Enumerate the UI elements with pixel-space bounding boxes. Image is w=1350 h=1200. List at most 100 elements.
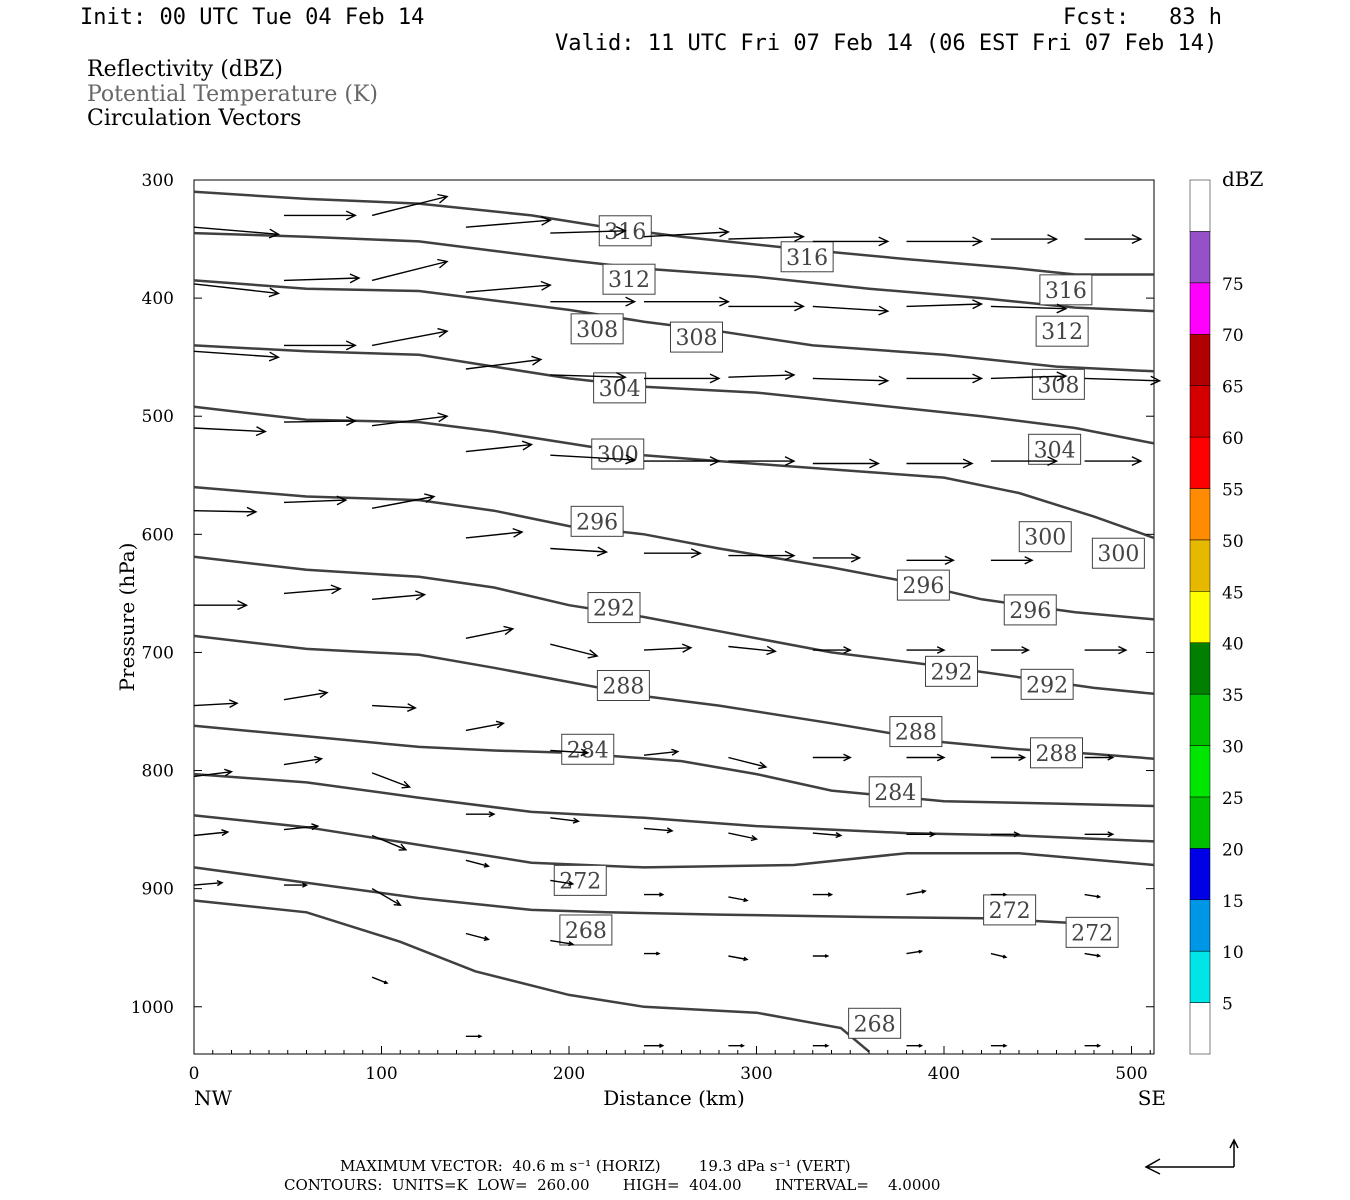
circulation-vector — [193, 426, 267, 437]
y-tick-label: 1000 — [131, 998, 174, 1018]
y-tick-label: 900 — [142, 880, 174, 900]
field-theta: Potential Temperature (K) — [87, 82, 378, 107]
contour-label: 268 — [854, 1012, 896, 1037]
x-tick-label: 0 — [189, 1064, 200, 1084]
contour-label: 272 — [989, 899, 1031, 924]
circulation-vector — [728, 756, 768, 770]
circulation-vector — [644, 951, 661, 956]
circulation-vector — [644, 456, 721, 467]
circulation-vector — [906, 949, 924, 955]
circulation-vector — [465, 932, 490, 941]
circulation-vector — [465, 720, 505, 732]
circulation-vector — [906, 555, 956, 566]
circulation-vector — [990, 1043, 1008, 1048]
contour-label: 288 — [1036, 742, 1078, 767]
circulation-vector — [906, 299, 984, 310]
contour-label-box — [1065, 916, 1119, 948]
colorbar-label: 40 — [1222, 635, 1244, 655]
circulation-vector — [193, 283, 281, 298]
circulation-vector — [990, 371, 1068, 382]
circulation-vector — [906, 831, 937, 838]
circulation-vector — [643, 748, 680, 756]
colorbar-label: 55 — [1222, 480, 1244, 500]
contour-label: 292 — [593, 597, 635, 622]
reference-vector — [1144, 1138, 1239, 1175]
dbz-colorbar: 5 10 15 20 25 30 35 40 45 50 55 60 65 70 75 — [1189, 179, 1244, 1055]
contour-label: 272 — [559, 869, 601, 894]
colorbar-label: 50 — [1222, 532, 1244, 552]
circulation-vector — [550, 546, 609, 557]
theta-contour-300 — [193, 405, 1155, 540]
circulation-vector — [550, 879, 575, 886]
circulation-vector — [465, 859, 490, 868]
contour-label: 292 — [1026, 673, 1068, 698]
footer-contours: CONTOURS: UNITS=K LOW= 260.00 HIGH= 404.… — [284, 1176, 941, 1194]
circulation-vector — [812, 553, 862, 563]
contour-label-box — [1030, 737, 1083, 769]
contour-label-box — [1003, 594, 1057, 626]
circulation-vector — [550, 748, 590, 757]
colorbar-swatch — [1189, 179, 1211, 232]
circulation-vector — [372, 703, 417, 712]
circulation-vector — [193, 829, 230, 837]
contour-label: 296 — [902, 574, 944, 599]
contour-label-box — [868, 776, 922, 808]
circulation-vector — [1084, 645, 1128, 655]
circulation-vector — [728, 456, 796, 467]
x-tick-label: 200 — [553, 1064, 585, 1084]
circulation-vector — [728, 955, 749, 962]
circulation-vector — [644, 892, 665, 897]
colorbar-label: 35 — [1222, 686, 1244, 706]
circulation-vector — [193, 506, 258, 517]
contour-label: 292 — [931, 660, 973, 685]
contour-label: 288 — [895, 721, 937, 746]
colorbar-swatch — [1189, 282, 1211, 335]
contour-label-box — [1035, 315, 1089, 347]
circulation-vector — [371, 887, 402, 907]
colorbar-label: 5 — [1222, 995, 1233, 1015]
circulation-vector — [283, 755, 324, 766]
circulation-vector — [283, 273, 361, 284]
field-reflectivity: Reflectivity (dBZ) — [87, 57, 283, 82]
circulation-vector — [371, 193, 449, 217]
circulation-vector — [990, 234, 1059, 245]
circulation-vector — [990, 892, 1008, 897]
theta-contour-308 — [193, 279, 1155, 373]
contour-label: 312 — [608, 268, 650, 293]
circulation-vector — [284, 882, 309, 888]
circulation-vector — [728, 301, 806, 312]
circulation-vector — [371, 976, 389, 985]
contour-label: 304 — [1034, 438, 1076, 463]
colorbar-label: 30 — [1222, 738, 1244, 758]
colorbar-swatch — [1189, 231, 1211, 284]
circulation-vector — [1084, 234, 1143, 245]
circulation-vector — [812, 305, 890, 316]
circulation-vector — [812, 1043, 830, 1048]
contour-label-box — [983, 894, 1037, 926]
circulation-vector — [728, 370, 796, 381]
circulation-vector — [643, 227, 731, 238]
circulation-vector — [193, 699, 239, 709]
circulation-vector — [193, 226, 281, 239]
contour-label-box — [889, 716, 943, 748]
circulation-vector — [906, 373, 984, 384]
contour-label-box — [570, 313, 624, 345]
contour-label: 316 — [1045, 279, 1087, 304]
valid-time: Valid: 11 UTC Fri 07 Feb 14 (06 EST Fri … — [555, 31, 1218, 56]
circulation-vector — [906, 646, 946, 654]
colorbar-title: dBZ — [1222, 167, 1264, 191]
circulation-vector — [812, 831, 843, 839]
contour-label-box — [848, 1007, 902, 1039]
circulation-vector — [906, 236, 984, 247]
circulation-vector — [550, 296, 637, 307]
circulation-vector — [283, 495, 348, 506]
circulation-vector — [906, 1043, 924, 1048]
circulation-vector — [643, 643, 693, 653]
x-tick-label: 500 — [1115, 1064, 1147, 1084]
contour-label-box — [570, 505, 624, 537]
circulation-vector — [194, 600, 249, 611]
contour-label-box — [553, 864, 607, 896]
circulation-vector — [728, 896, 749, 903]
theta-contour-316 — [193, 190, 1154, 276]
theta-contour-280 — [193, 772, 1155, 843]
